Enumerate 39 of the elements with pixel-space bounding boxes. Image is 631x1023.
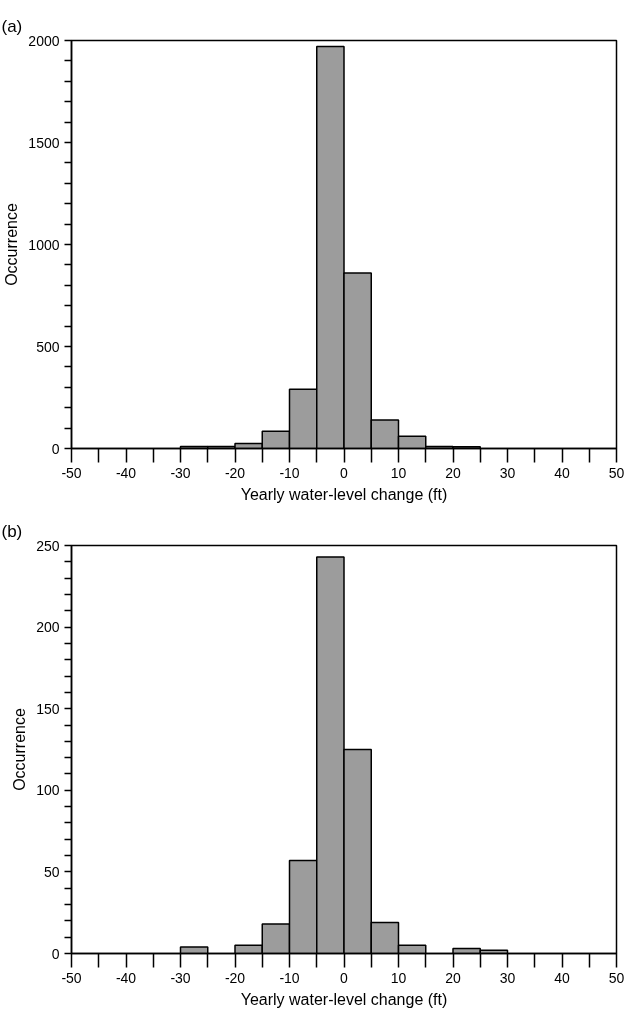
x-tick-label: 50 [608,969,625,986]
y-tick-label: 150 [36,700,60,717]
x-axis-title: Yearly water-level change (ft) [240,485,448,503]
y-tick-label: 200 [36,619,60,636]
x-tick-label: 0 [340,969,349,986]
x-tick-label: 50 [608,464,625,481]
x-tick-label: -20 [224,969,246,986]
y-tick-label: 0 [51,945,60,962]
y-tick-label: 1500 [28,134,60,151]
x-tick-label: 30 [499,464,516,481]
y-axis-title: Occurrence [3,203,21,286]
chart-title: (a) [1,16,23,36]
y-tick-label: 1000 [28,236,60,253]
x-tick-label: -40 [115,969,137,986]
y-tick-label: 100 [36,782,60,799]
chart-title: (b) [1,521,23,541]
x-tick-label: 30 [499,969,516,986]
x-tick-label: -50 [61,969,82,986]
x-tick-label: -10 [279,464,300,481]
x-tick-label: 10 [390,464,407,481]
x-tick-label: 0 [340,464,349,481]
x-tick-label: 40 [554,969,570,986]
y-tick-label: 250 [36,537,60,554]
x-tick-label: 20 [445,969,461,986]
x-axis-title: Yearly water-level change (ft) [240,990,448,1008]
x-tick-label: -20 [224,464,246,481]
y-tick-label: 2000 [28,32,60,49]
x-tick-label: -50 [61,464,82,481]
y-tick-label: 0 [51,440,60,457]
y-axis-title: Occurrence [11,708,29,791]
x-tick-label: 20 [445,464,461,481]
x-tick-label: -10 [279,969,300,986]
x-tick-label: 40 [554,464,570,481]
y-tick-label: 500 [36,338,60,355]
x-tick-label: -30 [170,969,191,986]
x-tick-label: -30 [170,464,191,481]
x-tick-label: -40 [115,464,137,481]
x-tick-label: 10 [390,969,407,986]
y-tick-label: 50 [43,863,60,880]
